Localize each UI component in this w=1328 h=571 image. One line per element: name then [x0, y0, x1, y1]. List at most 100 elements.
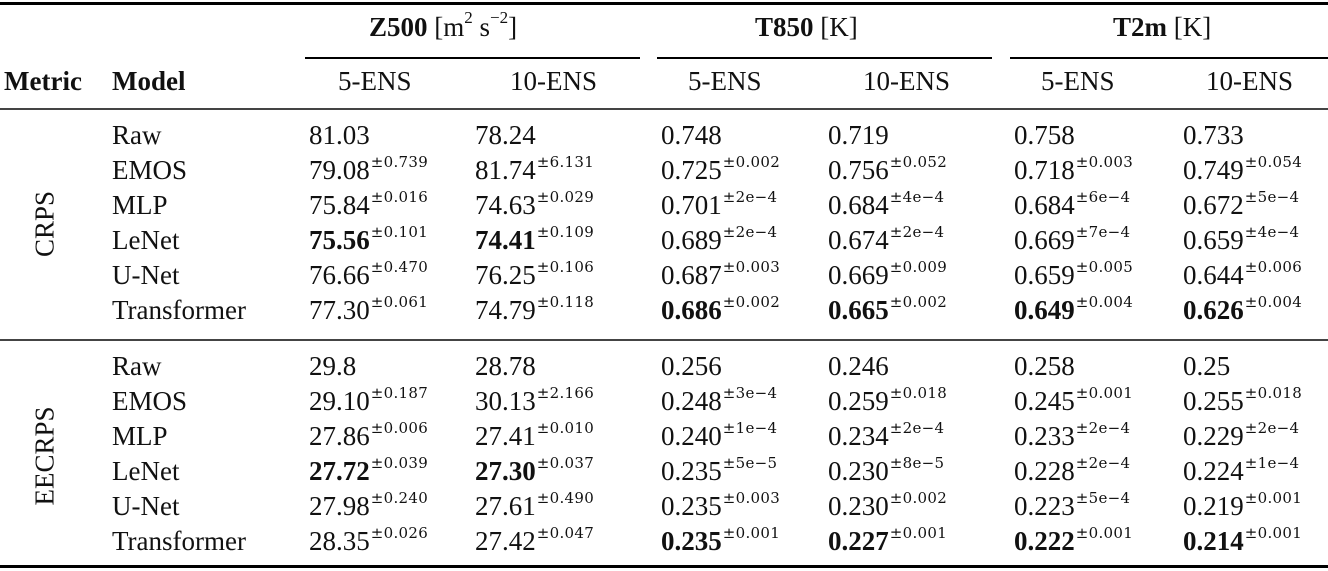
std-deviation: ±2e−4	[889, 419, 945, 437]
best-value: 27.30	[475, 456, 536, 486]
std-deviation: ±0.010	[536, 419, 595, 437]
std-deviation: ±0.187	[370, 384, 429, 402]
cell-value: 0.219	[1183, 491, 1244, 521]
std-deviation: ±3e−4	[722, 384, 778, 402]
subcolumn-header: 10-ENS	[863, 66, 950, 96]
table-cell: 0.659±0.005	[1014, 258, 1133, 291]
std-deviation: ±0.002	[722, 153, 781, 171]
table-cell: 0.725±0.002	[661, 153, 781, 186]
std-deviation: ±0.002	[889, 293, 948, 311]
std-deviation: ±2e−4	[722, 223, 778, 241]
table-cell: 78.24	[475, 120, 537, 151]
std-deviation: ±2.166	[536, 384, 595, 402]
cell-value: 0.25	[1183, 351, 1231, 381]
table-cell: 0.223±5e−4	[1014, 489, 1130, 522]
table-cell: 0.246	[828, 351, 890, 382]
table-cell: 0.758	[1014, 120, 1076, 151]
cell-value: 27.42	[475, 526, 536, 556]
best-value: 75.56	[309, 225, 370, 255]
subcolumn-header: 10-ENS	[510, 66, 597, 96]
best-value: 0.626	[1183, 295, 1244, 325]
cell-value: 0.255	[1183, 386, 1244, 416]
table-cell: 0.665±0.002	[828, 293, 948, 326]
best-value: 0.214	[1183, 526, 1244, 556]
std-deviation: ±4e−4	[1244, 223, 1300, 241]
cell-value: 0.230	[828, 491, 889, 521]
std-deviation: ±0.047	[536, 524, 595, 542]
cell-value: 0.240	[661, 421, 722, 451]
table-cell: 0.233±2e−4	[1014, 419, 1130, 452]
header-group-z500: Z500 [m2 s−2]	[369, 9, 518, 43]
table-cell: 0.227±0.001	[828, 524, 947, 557]
table-cell: 0.659±4e−4	[1183, 223, 1300, 256]
table-cell: 0.228±2e−4	[1014, 454, 1130, 487]
table-cell: 76.25±0.106	[475, 258, 595, 291]
best-value: 0.686	[661, 295, 722, 325]
model-column-header: Model	[112, 66, 186, 96]
cell-value: 27.86	[309, 421, 370, 451]
table-cell: 0.259±0.018	[828, 384, 947, 417]
cell-value: 0.684	[1014, 190, 1075, 220]
cell-value: 0.672	[1183, 190, 1244, 220]
std-deviation: ±0.061	[370, 293, 429, 311]
std-deviation: ±1e−4	[1244, 454, 1300, 472]
best-value: 74.41	[475, 225, 536, 255]
group-name: T2m	[1113, 12, 1167, 42]
cell-value: 0.687	[661, 260, 722, 290]
table-cell: 0.229±2e−4	[1183, 419, 1299, 452]
group-unit: [m	[434, 12, 465, 42]
std-deviation: ±0.003	[1075, 153, 1134, 171]
std-deviation: ±0.039	[370, 454, 429, 472]
cell-value: 0.233	[1014, 421, 1075, 451]
table-cell: 76.66±0.470	[309, 258, 428, 291]
section-rule	[0, 339, 1328, 341]
table-cell: 0.230±0.002	[828, 489, 947, 522]
cell-value: 0.659	[1014, 260, 1075, 290]
cell-value: 0.235	[661, 456, 722, 486]
subcolumn-header: 5-ENS	[338, 66, 412, 96]
table-cell: 0.222±0.001	[1014, 524, 1133, 557]
table-cell: 0.749±0.054	[1183, 153, 1302, 186]
cell-value: 0.235	[661, 491, 722, 521]
table-cell: 0.230±8e−5	[828, 454, 944, 487]
table-cell: 0.684±6e−4	[1014, 188, 1130, 221]
std-deviation: ±0.006	[370, 419, 429, 437]
cell-value: 0.246	[828, 351, 889, 381]
table-cell: 0.258	[1014, 351, 1076, 382]
cell-value: 0.733	[1183, 120, 1244, 150]
table-cell: 28.35±0.026	[309, 524, 428, 557]
table-cell: 29.10±0.187	[309, 384, 429, 417]
cell-value: 0.719	[828, 120, 889, 150]
subcolumn-header: 5-ENS	[1041, 66, 1115, 96]
cell-value: 27.98	[309, 491, 370, 521]
std-deviation: ±4e−4	[889, 188, 945, 206]
model-name: MLP	[112, 421, 168, 451]
std-deviation: ±0.006	[1244, 258, 1303, 276]
std-deviation: ±0.106	[536, 258, 595, 276]
table-cell: 74.63±0.029	[475, 188, 594, 221]
unit-exponent: 2	[464, 8, 473, 27]
cell-value: 28.35	[309, 526, 370, 556]
std-deviation: ±0.009	[889, 258, 948, 276]
table-cell: 0.626±0.004	[1183, 293, 1303, 326]
std-deviation: ±2e−4	[722, 188, 778, 206]
std-deviation: ±0.004	[1244, 293, 1303, 311]
model-name: EMOS	[112, 155, 188, 185]
table-cell: 75.84±0.016	[309, 188, 428, 221]
model-name: U-Net	[112, 260, 180, 290]
table-cell: 30.13±2.166	[475, 384, 595, 417]
table-cell: 0.235±0.001	[661, 524, 780, 557]
table-cell: 0.248±3e−4	[661, 384, 778, 417]
std-deviation: ±0.490	[536, 489, 595, 507]
metric-label: EECRPS	[29, 406, 60, 506]
cell-value: 0.756	[828, 155, 889, 185]
model-name: Transformer	[112, 526, 246, 556]
model-name: Raw	[112, 351, 162, 381]
table-cell: 0.235±5e−5	[661, 454, 777, 487]
header-rule	[0, 108, 1328, 110]
std-deviation: ±0.004	[1075, 293, 1134, 311]
cell-value: 0.669	[1014, 225, 1075, 255]
model-name: LeNet	[112, 456, 180, 486]
top-rule	[0, 2, 1328, 5]
group-unit: ]	[508, 12, 518, 42]
